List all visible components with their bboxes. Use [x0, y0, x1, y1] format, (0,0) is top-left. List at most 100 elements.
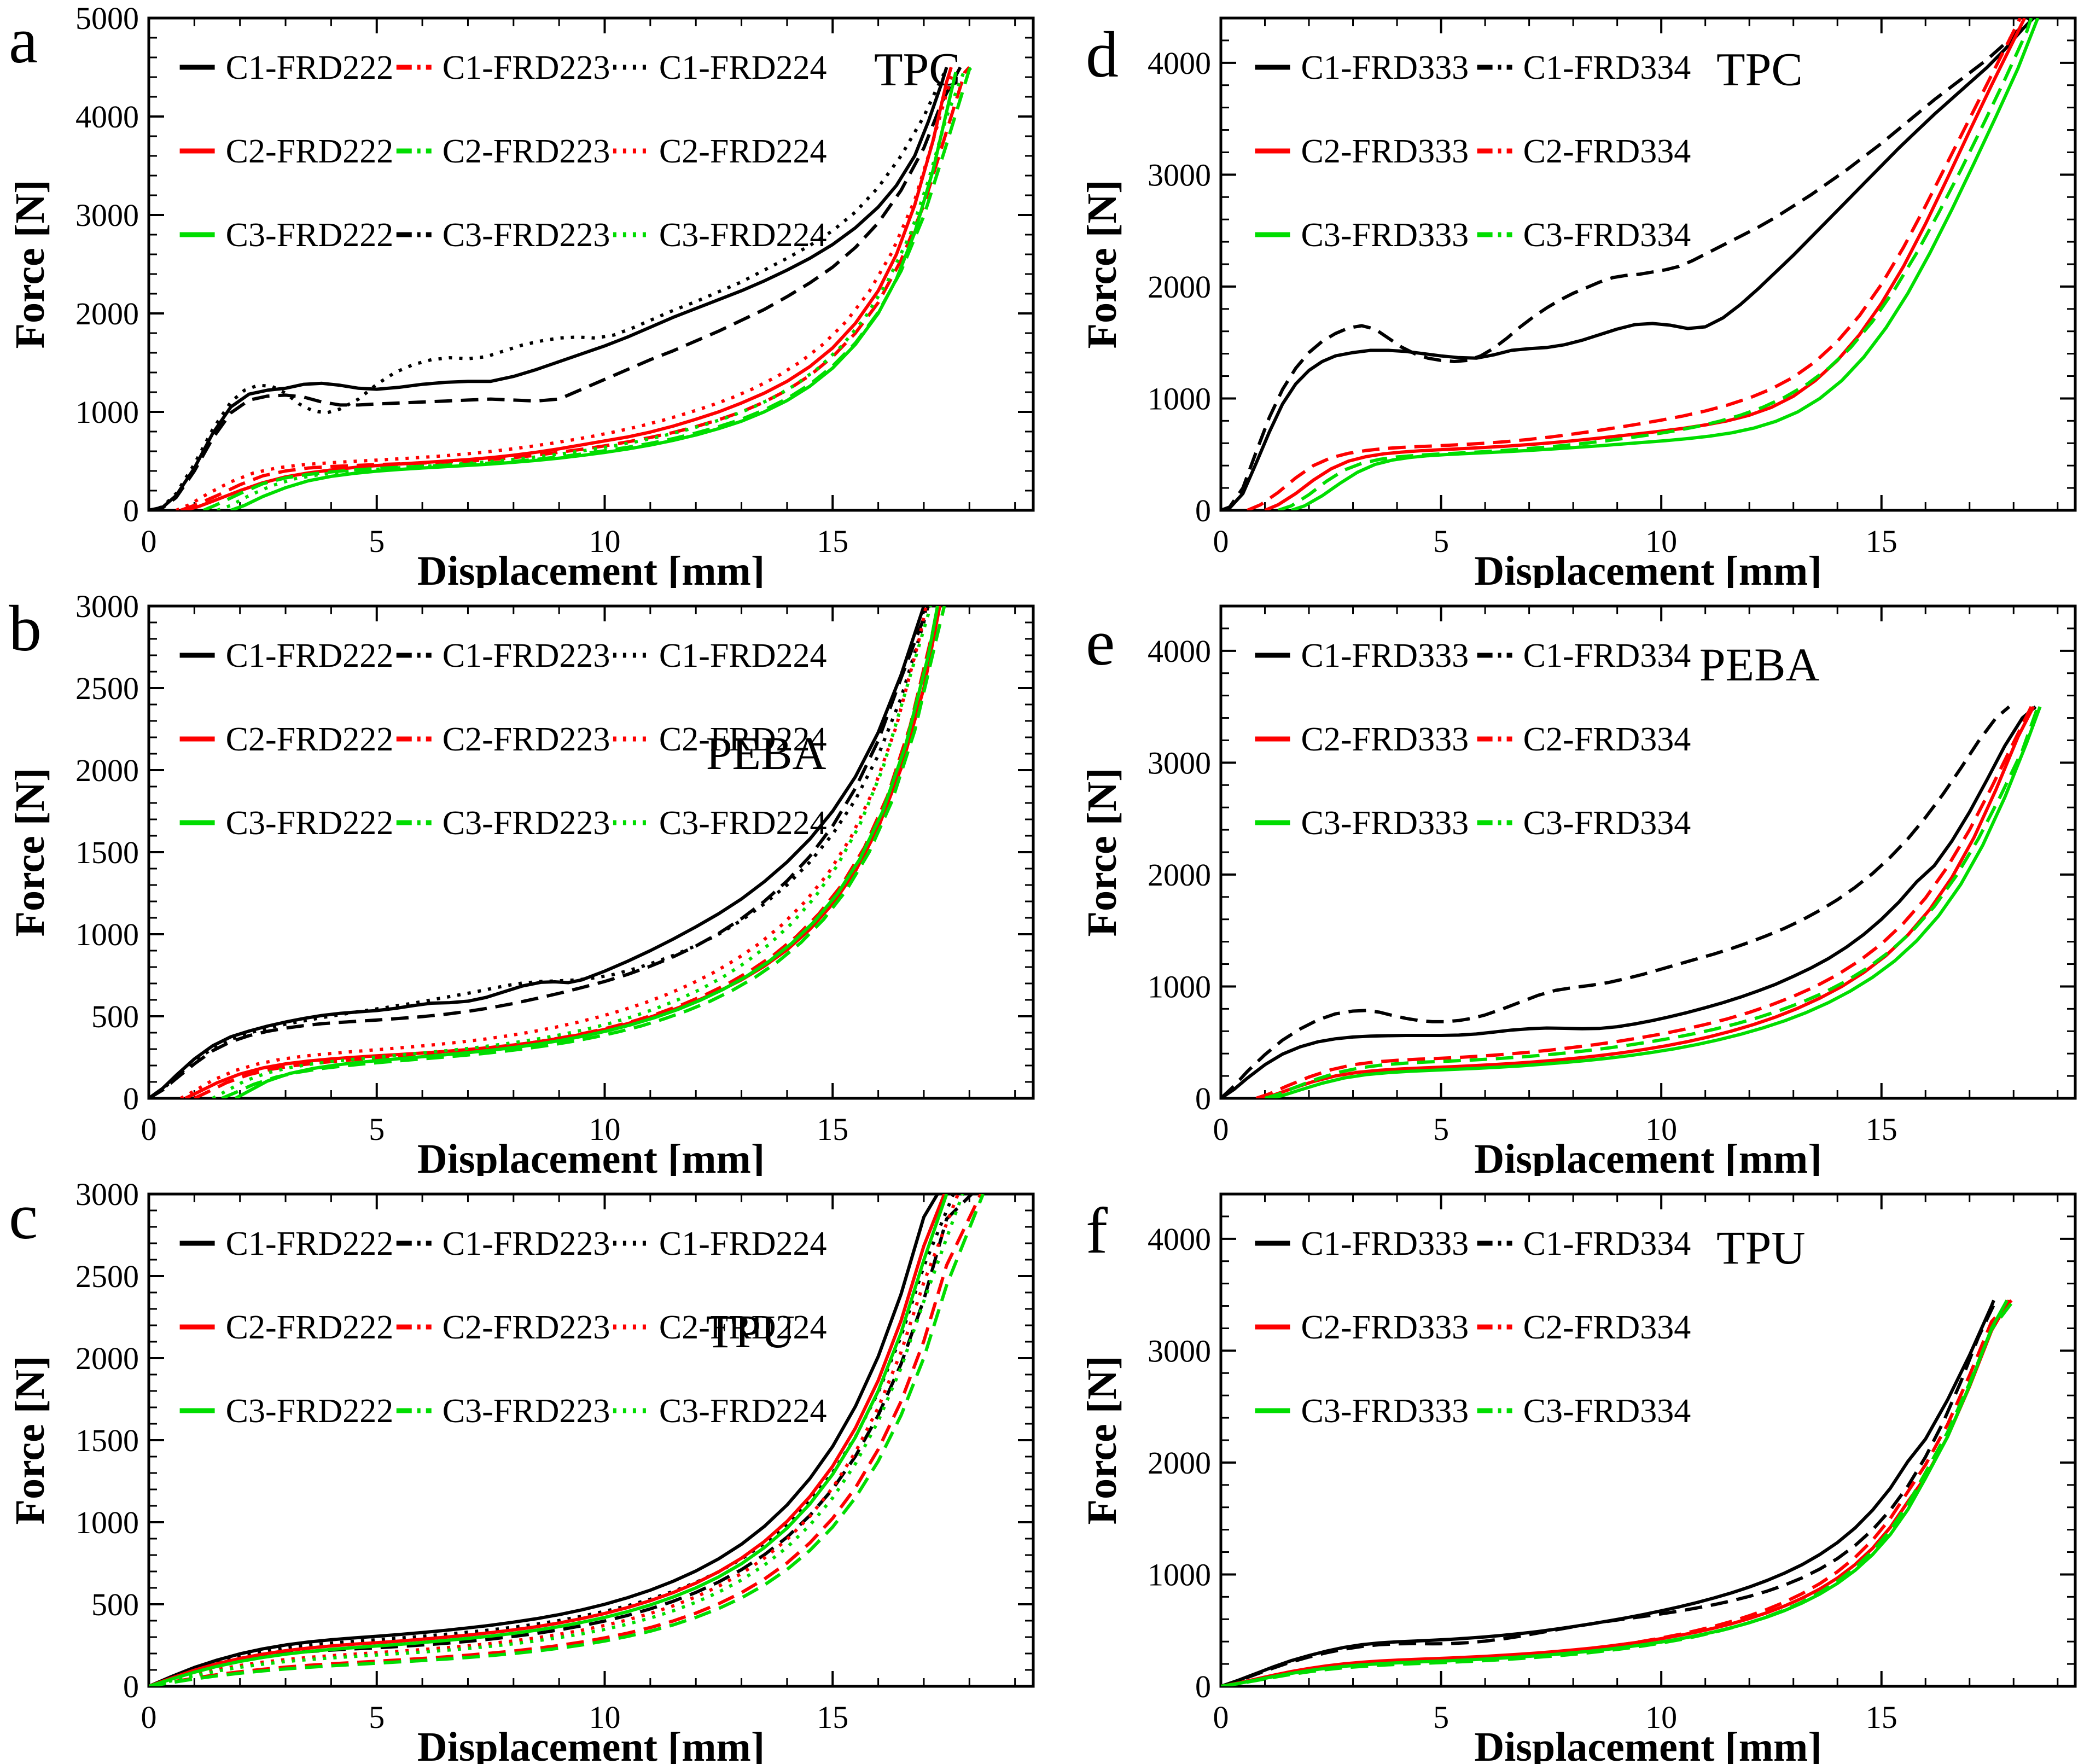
- svg-text:15: 15: [817, 523, 848, 559]
- svg-text:C3-FRD224: C3-FRD224: [659, 805, 827, 842]
- svg-text:5: 5: [369, 1699, 385, 1735]
- svg-text:4000: 4000: [1148, 45, 1211, 81]
- svg-text:2000: 2000: [75, 753, 139, 788]
- svg-text:C1-FRD222: C1-FRD222: [226, 1225, 394, 1262]
- svg-text:5: 5: [1433, 1111, 1449, 1147]
- svg-text:3000: 3000: [1148, 745, 1211, 781]
- plot-tpu-frd222: 0 5 10 15 0 500 1000 1500 2000 2500 3000 Displaceme…: [7, 1177, 1035, 1764]
- panel-letter-f: f: [1086, 1194, 1108, 1267]
- svg-text:15: 15: [817, 1699, 848, 1735]
- svg-text:0: 0: [141, 523, 157, 559]
- svg-text:C1-FRD334: C1-FRD334: [1523, 49, 1691, 86]
- svg-text:Force [N]: Force [N]: [7, 1356, 53, 1525]
- panel-c: c 0 5 10 15 0 500 1000 1500 2000 2500 3000 Displace…: [0, 1176, 1042, 1764]
- panel-letter-b: b: [9, 592, 42, 665]
- svg-text:C2-FRD222: C2-FRD222: [226, 721, 394, 758]
- svg-text:C3-FRD222: C3-FRD222: [226, 217, 394, 254]
- svg-text:C3-FRD333: C3-FRD333: [1301, 1393, 1469, 1430]
- svg-text:2000: 2000: [1148, 269, 1211, 305]
- svg-text:C2-FRD334: C2-FRD334: [1523, 133, 1691, 170]
- svg-text:1000: 1000: [75, 1505, 139, 1540]
- plot-peba-frd333: 0 5 10 15 0 1000 2000 3000 4000 Displacement [mm]…: [1079, 604, 2077, 1176]
- svg-text:C3-FRD223: C3-FRD223: [443, 1393, 610, 1430]
- svg-text:C3-FRD224: C3-FRD224: [659, 217, 827, 254]
- svg-text:0: 0: [1213, 523, 1229, 559]
- svg-text:C3-FRD222: C3-FRD222: [226, 1393, 394, 1430]
- svg-text:2000: 2000: [75, 1341, 139, 1376]
- svg-text:C1-FRD224: C1-FRD224: [659, 49, 827, 86]
- svg-text:C1-FRD333: C1-FRD333: [1301, 49, 1469, 86]
- svg-text:C1-FRD222: C1-FRD222: [226, 49, 394, 86]
- svg-text:10: 10: [1645, 1699, 1677, 1735]
- svg-text:PEBA: PEBA: [706, 727, 826, 779]
- svg-text:C2-FRD223: C2-FRD223: [443, 1309, 610, 1346]
- svg-text:C2-FRD223: C2-FRD223: [443, 721, 610, 758]
- svg-text:5: 5: [369, 1111, 385, 1147]
- svg-text:Displacement [mm]: Displacement [mm]: [1474, 548, 1821, 588]
- svg-text:0: 0: [141, 1699, 157, 1735]
- svg-text:C1-FRD334: C1-FRD334: [1523, 1225, 1691, 1262]
- svg-text:3000: 3000: [75, 197, 139, 233]
- svg-text:0: 0: [1195, 1081, 1211, 1116]
- svg-text:PEBA: PEBA: [1699, 638, 1820, 691]
- svg-text:5: 5: [1433, 523, 1449, 559]
- svg-text:C2-FRD333: C2-FRD333: [1301, 133, 1469, 170]
- svg-text:Displacement [mm]: Displacement [mm]: [417, 1724, 765, 1764]
- svg-text:C2-FRD224: C2-FRD224: [659, 133, 827, 170]
- svg-text:1500: 1500: [75, 1423, 139, 1458]
- svg-text:1500: 1500: [75, 835, 139, 870]
- svg-text:0: 0: [123, 493, 139, 528]
- svg-text:C3-FRD224: C3-FRD224: [659, 1393, 827, 1430]
- svg-text:1000: 1000: [1148, 969, 1211, 1004]
- svg-text:C3-FRD334: C3-FRD334: [1523, 805, 1691, 842]
- svg-text:C3-FRD333: C3-FRD333: [1301, 805, 1469, 842]
- panel-b: b 0 5 10 15 0 500 1000 1500 2000 2500 3000 Displace…: [0, 588, 1042, 1176]
- svg-text:C3-FRD334: C3-FRD334: [1523, 1393, 1691, 1430]
- svg-text:C3-FRD333: C3-FRD333: [1301, 217, 1469, 254]
- svg-text:10: 10: [589, 1111, 621, 1147]
- svg-text:C1-FRD224: C1-FRD224: [659, 1225, 827, 1262]
- svg-text:10: 10: [589, 523, 621, 559]
- svg-text:1000: 1000: [75, 394, 139, 430]
- svg-text:C2-FRD222: C2-FRD222: [226, 133, 394, 170]
- svg-text:C3-FRD223: C3-FRD223: [443, 217, 610, 254]
- svg-text:0: 0: [1213, 1111, 1229, 1147]
- svg-text:3000: 3000: [1148, 1333, 1211, 1369]
- svg-text:C2-FRD222: C2-FRD222: [226, 1309, 394, 1346]
- svg-text:C2-FRD333: C2-FRD333: [1301, 1309, 1469, 1346]
- svg-text:15: 15: [817, 1111, 848, 1147]
- panel-f: f 0 5 10 15 0 1000 2000 3000 4000 Displacement [m…: [1042, 1176, 2084, 1764]
- plot-peba-frd222: 0 5 10 15 0 500 1000 1500 2000 2500 3000 Displaceme…: [7, 589, 1035, 1176]
- svg-text:C1-FRD223: C1-FRD223: [443, 1225, 610, 1262]
- plot-tpu-frd333: 0 5 10 15 0 1000 2000 3000 4000 Displacement [mm]…: [1079, 1192, 2077, 1764]
- svg-text:C2-FRD334: C2-FRD334: [1523, 1309, 1691, 1346]
- svg-text:4000: 4000: [1148, 633, 1211, 669]
- svg-text:C1-FRD334: C1-FRD334: [1523, 637, 1691, 674]
- svg-text:TPC: TPC: [1716, 43, 1803, 96]
- svg-text:C1-FRD223: C1-FRD223: [443, 49, 610, 86]
- svg-text:500: 500: [91, 1587, 139, 1622]
- panel-letter-e: e: [1086, 606, 1115, 679]
- svg-text:0: 0: [123, 1081, 139, 1116]
- svg-text:C1-FRD222: C1-FRD222: [226, 637, 394, 674]
- svg-text:0: 0: [1213, 1699, 1229, 1735]
- svg-text:1000: 1000: [75, 917, 139, 952]
- panel-letter-a: a: [9, 4, 38, 77]
- svg-text:Force [N]: Force [N]: [7, 768, 53, 937]
- svg-text:1000: 1000: [1148, 381, 1211, 416]
- svg-text:C2-FRD224: C2-FRD224: [659, 721, 827, 758]
- panel-e: e 0 5 10 15 0 1000 2000 3000 4000 Displacement [m…: [1042, 588, 2084, 1176]
- svg-text:5000: 5000: [75, 1, 139, 36]
- svg-text:C1-FRD223: C1-FRD223: [443, 637, 610, 674]
- svg-text:10: 10: [1645, 523, 1677, 559]
- svg-text:15: 15: [1866, 523, 1897, 559]
- svg-text:15: 15: [1866, 1699, 1897, 1735]
- svg-text:Displacement [mm]: Displacement [mm]: [417, 1136, 765, 1176]
- svg-text:10: 10: [1645, 1111, 1677, 1147]
- svg-text:3000: 3000: [1148, 157, 1211, 193]
- svg-text:0: 0: [123, 1669, 139, 1704]
- svg-text:C3-FRD222: C3-FRD222: [226, 805, 394, 842]
- plot-tpc-frd222: 0 5 10 15 0 1000 2000 3000 4000 5000 Displacement …: [7, 1, 1035, 588]
- svg-text:4000: 4000: [1148, 1221, 1211, 1257]
